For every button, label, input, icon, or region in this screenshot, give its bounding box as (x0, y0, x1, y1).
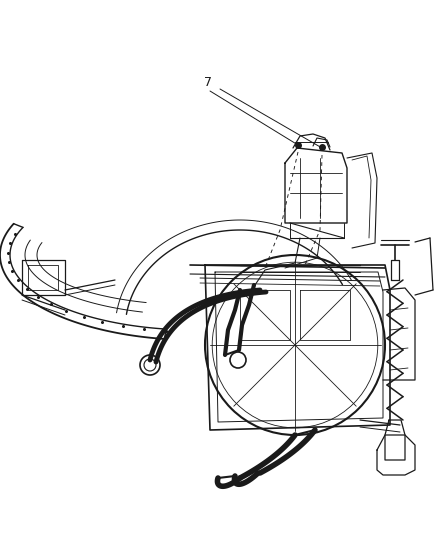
Text: 7: 7 (204, 77, 212, 90)
Circle shape (140, 355, 160, 375)
